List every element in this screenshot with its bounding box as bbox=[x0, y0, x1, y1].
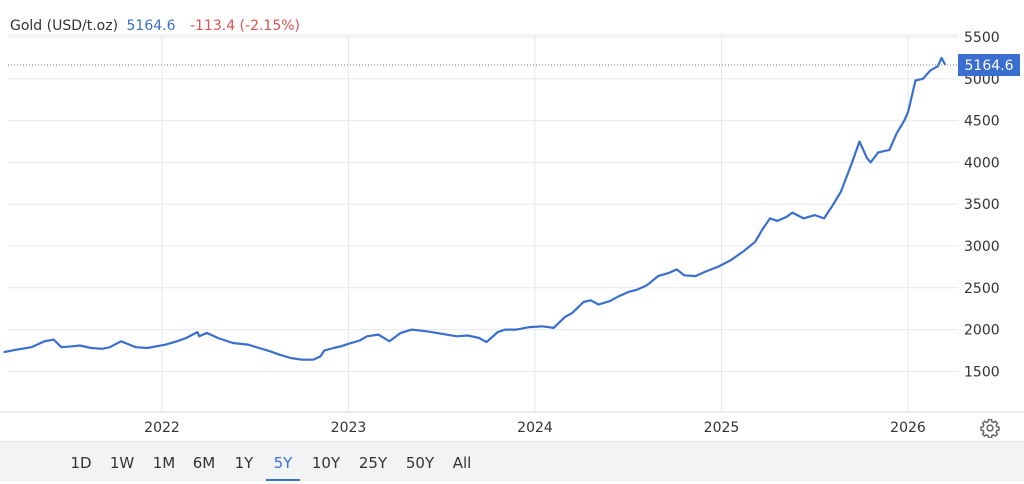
range-button-1w[interactable]: 1W bbox=[109, 454, 135, 472]
y-tick-label: 2500 bbox=[964, 281, 1000, 297]
range-button-6m[interactable]: 6M bbox=[192, 454, 216, 472]
range-button-25y[interactable]: 25Y bbox=[358, 454, 388, 472]
price-change: -113.4 (-2.15%) bbox=[189, 18, 300, 34]
price-tag-label: 5164.6 bbox=[965, 58, 1014, 74]
range-button-5y[interactable]: 5Y bbox=[266, 442, 300, 481]
range-button-1y[interactable]: 1Y bbox=[234, 454, 254, 472]
chart-legend: Gold (USD/t.oz) 5164.6 -113.4 (-2.15%) bbox=[10, 18, 300, 34]
gear-icon[interactable] bbox=[980, 418, 1000, 438]
range-button-10y[interactable]: 10Y bbox=[311, 454, 341, 472]
x-tick-label: 2024 bbox=[517, 420, 553, 436]
range-button-50y[interactable]: 50Y bbox=[405, 454, 435, 472]
x-tick-label: 2023 bbox=[331, 420, 367, 436]
y-tick-label: 4500 bbox=[964, 114, 1000, 130]
current-price: 5164.6 bbox=[126, 18, 176, 34]
y-tick-label: 3500 bbox=[964, 197, 1000, 213]
y-tick-label: 5500 bbox=[964, 30, 1000, 46]
y-tick-label: 2000 bbox=[964, 323, 1000, 339]
range-button-1d[interactable]: 1D bbox=[70, 454, 92, 472]
range-button-1m[interactable]: 1M bbox=[152, 454, 176, 472]
x-tick-label: 2022 bbox=[144, 420, 180, 436]
x-tick-label: 2026 bbox=[890, 420, 926, 436]
y-tick-label: 4000 bbox=[964, 155, 1000, 171]
instrument-name: Gold (USD/t.oz) bbox=[10, 18, 119, 34]
y-tick-label: 3000 bbox=[964, 239, 1000, 255]
x-tick-label: 2025 bbox=[704, 420, 740, 436]
price-tag-bg bbox=[958, 54, 1020, 77]
time-range-bar: 1D 1W 1M 6M 1Y 5Y 10Y 25Y 50Y All bbox=[0, 441, 1024, 481]
series-line bbox=[3, 56, 947, 361]
range-button-all[interactable]: All bbox=[452, 454, 472, 472]
y-tick-label: 1500 bbox=[964, 364, 1000, 380]
